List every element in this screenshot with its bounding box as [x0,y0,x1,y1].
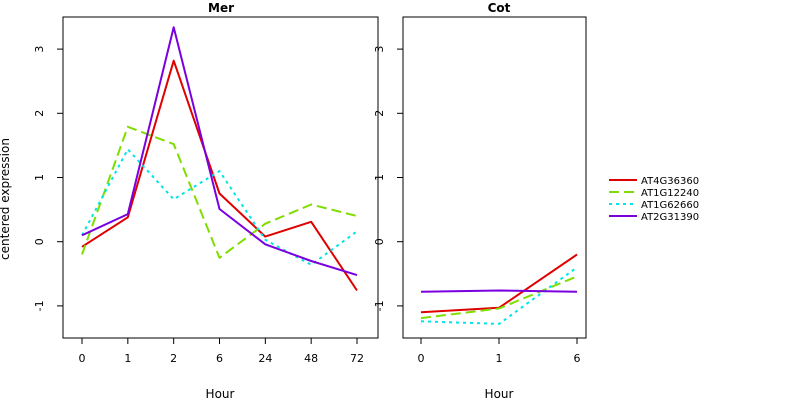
x-tick-label: 2 [170,352,177,365]
y-tick-label: 2 [33,110,46,117]
y-tick-label: 1 [373,174,386,181]
y-tick-label: -1 [33,300,46,311]
x-tick-label: 48 [304,352,318,365]
series-line-at1g12240 [420,275,578,320]
x-tick-label: 24 [258,352,272,365]
x-axis-title-cot: Hour [485,387,514,400]
x-tick-label: 6 [574,352,581,365]
panel-title-mer: Mer [208,1,234,15]
series-line-at1g62660 [420,266,578,325]
panel-title-cot: Cot [488,1,511,15]
y-tick-label: 3 [373,46,386,53]
x-tick-label: 6 [216,352,223,365]
x-tick-label: 72 [350,352,364,365]
x-tick-label: 1 [124,352,131,365]
series-line-at2g31390 [81,26,358,277]
panel-cot: Cot Hour 0 1 6 -1 0 1 2 3 [373,1,587,400]
y-tick-label: 0 [373,238,386,245]
series-line-at1g12240 [81,125,358,259]
legend-label: AT4G36360 [641,176,699,187]
series-line-at1g62660 [81,148,358,266]
y-axis-title: centered expression [0,138,12,260]
legend-label: AT1G12240 [641,188,699,199]
y-tick-label: 2 [373,110,386,117]
series-line-at4g36360 [420,253,578,314]
y-tick-label: 1 [33,174,46,181]
y-tick-label: -1 [373,300,386,311]
series-line-at4g36360 [81,59,358,292]
x-tick-label: 0 [418,352,425,365]
panel-mer: Mer Hour 0 1 2 6 24 48 72 -1 0 1 2 3 [33,1,379,400]
legend-label: AT2G31390 [641,212,699,223]
x-axis-title-mer: Hour [206,387,235,400]
x-tick-label: 1 [496,352,503,365]
legend-label: AT1G62660 [641,200,699,211]
y-tick-label: 0 [33,238,46,245]
y-tick-label: 3 [33,46,46,53]
series-line-at2g31390 [420,289,578,293]
x-tick-label: 0 [79,352,86,365]
